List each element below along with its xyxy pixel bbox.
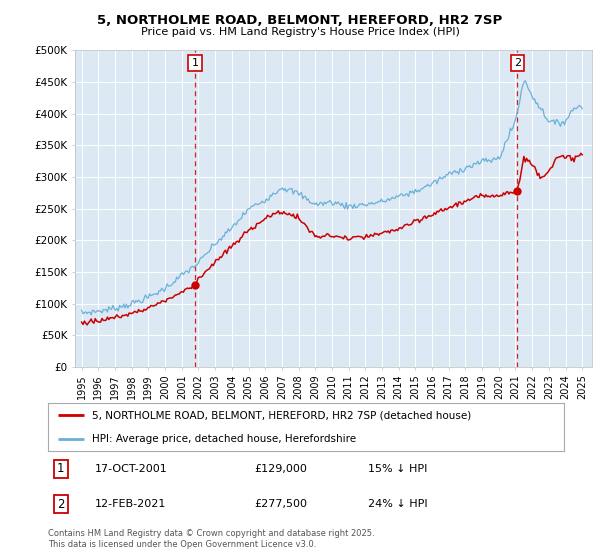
Text: 1: 1 xyxy=(191,58,199,68)
Text: 17-OCT-2001: 17-OCT-2001 xyxy=(94,464,167,474)
Text: £277,500: £277,500 xyxy=(254,499,307,509)
Text: 2: 2 xyxy=(514,58,521,68)
Text: 1: 1 xyxy=(57,463,65,475)
Text: Contains HM Land Registry data © Crown copyright and database right 2025.
This d: Contains HM Land Registry data © Crown c… xyxy=(48,529,374,549)
Text: 5, NORTHOLME ROAD, BELMONT, HEREFORD, HR2 7SP (detached house): 5, NORTHOLME ROAD, BELMONT, HEREFORD, HR… xyxy=(92,410,471,420)
Text: 15% ↓ HPI: 15% ↓ HPI xyxy=(368,464,427,474)
Text: HPI: Average price, detached house, Herefordshire: HPI: Average price, detached house, Here… xyxy=(92,434,356,444)
Text: £129,000: £129,000 xyxy=(254,464,307,474)
Text: Price paid vs. HM Land Registry's House Price Index (HPI): Price paid vs. HM Land Registry's House … xyxy=(140,27,460,37)
Text: 12-FEB-2021: 12-FEB-2021 xyxy=(94,499,166,509)
Text: 5, NORTHOLME ROAD, BELMONT, HEREFORD, HR2 7SP: 5, NORTHOLME ROAD, BELMONT, HEREFORD, HR… xyxy=(97,14,503,27)
Text: 2: 2 xyxy=(57,497,65,511)
Text: 24% ↓ HPI: 24% ↓ HPI xyxy=(368,499,428,509)
